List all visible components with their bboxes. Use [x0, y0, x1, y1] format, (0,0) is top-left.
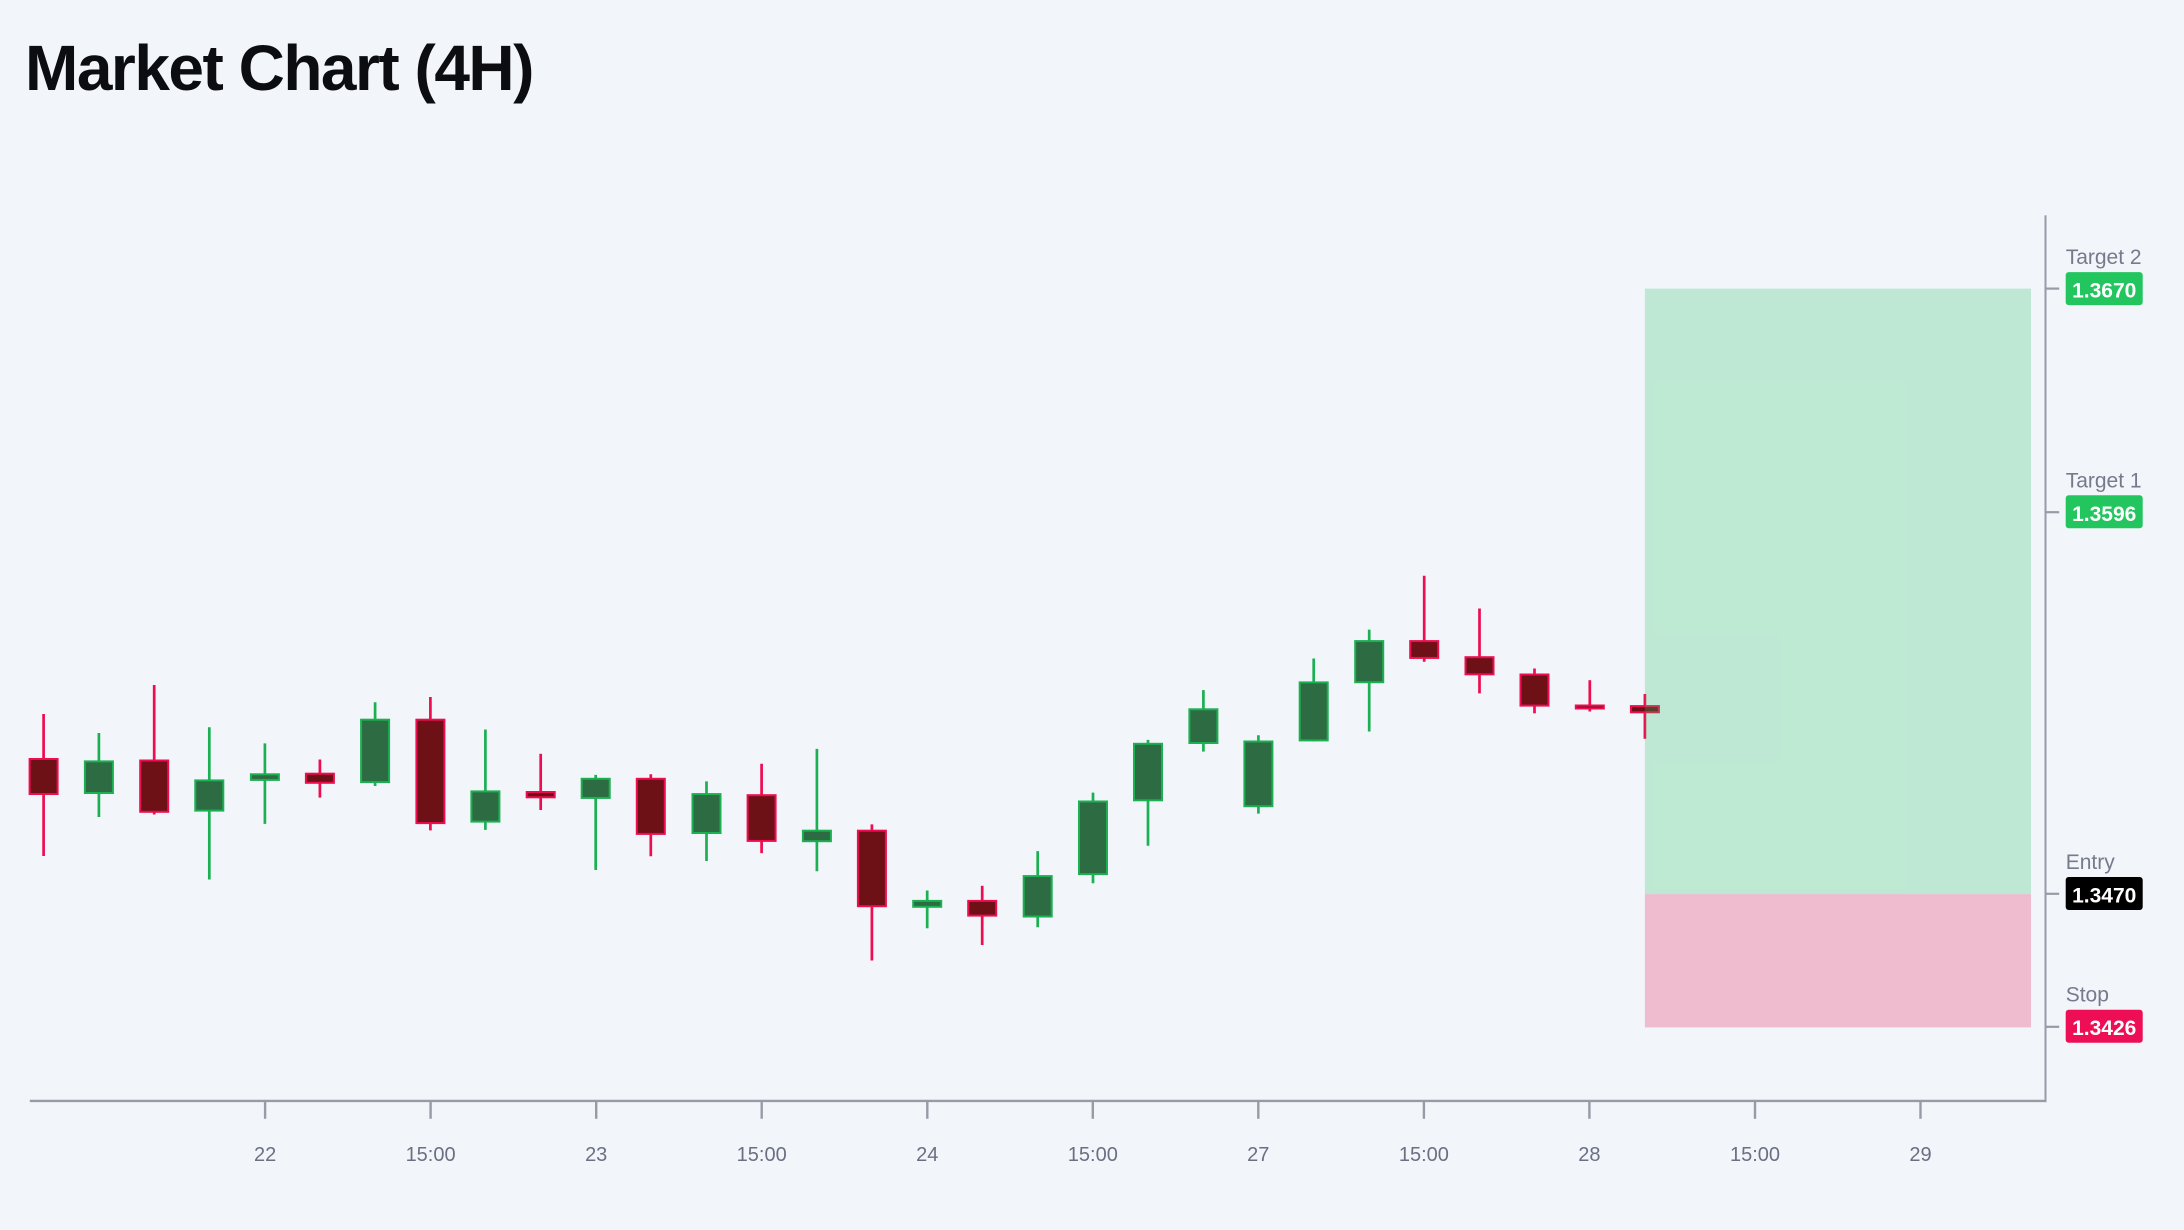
svg-text:Target 1: Target 1 — [2066, 469, 2142, 492]
svg-text:15:00: 15:00 — [1399, 1144, 1449, 1166]
svg-text:Stop: Stop — [2066, 984, 2109, 1007]
svg-text:1.3470: 1.3470 — [2072, 885, 2136, 908]
svg-text:27: 27 — [1247, 1144, 1269, 1166]
svg-text:1.3670: 1.3670 — [2072, 280, 2136, 303]
svg-text:Market Chart (4H): Market Chart (4H) — [25, 32, 533, 104]
svg-text:28: 28 — [1578, 1144, 1600, 1166]
svg-text:15:00: 15:00 — [737, 1144, 787, 1166]
svg-text:29: 29 — [1909, 1144, 1931, 1166]
svg-text:Target 2: Target 2 — [2066, 246, 2142, 269]
svg-text:1.3596: 1.3596 — [2072, 503, 2136, 526]
svg-text:23: 23 — [585, 1144, 607, 1166]
svg-text:24: 24 — [916, 1144, 938, 1166]
svg-text:1.3426: 1.3426 — [2072, 1017, 2136, 1040]
svg-text:15:00: 15:00 — [406, 1144, 456, 1166]
svg-text:Entry: Entry — [2066, 851, 2116, 874]
svg-text:15:00: 15:00 — [1730, 1144, 1780, 1166]
svg-text:22: 22 — [254, 1144, 276, 1166]
svg-text:15:00: 15:00 — [1068, 1144, 1118, 1166]
